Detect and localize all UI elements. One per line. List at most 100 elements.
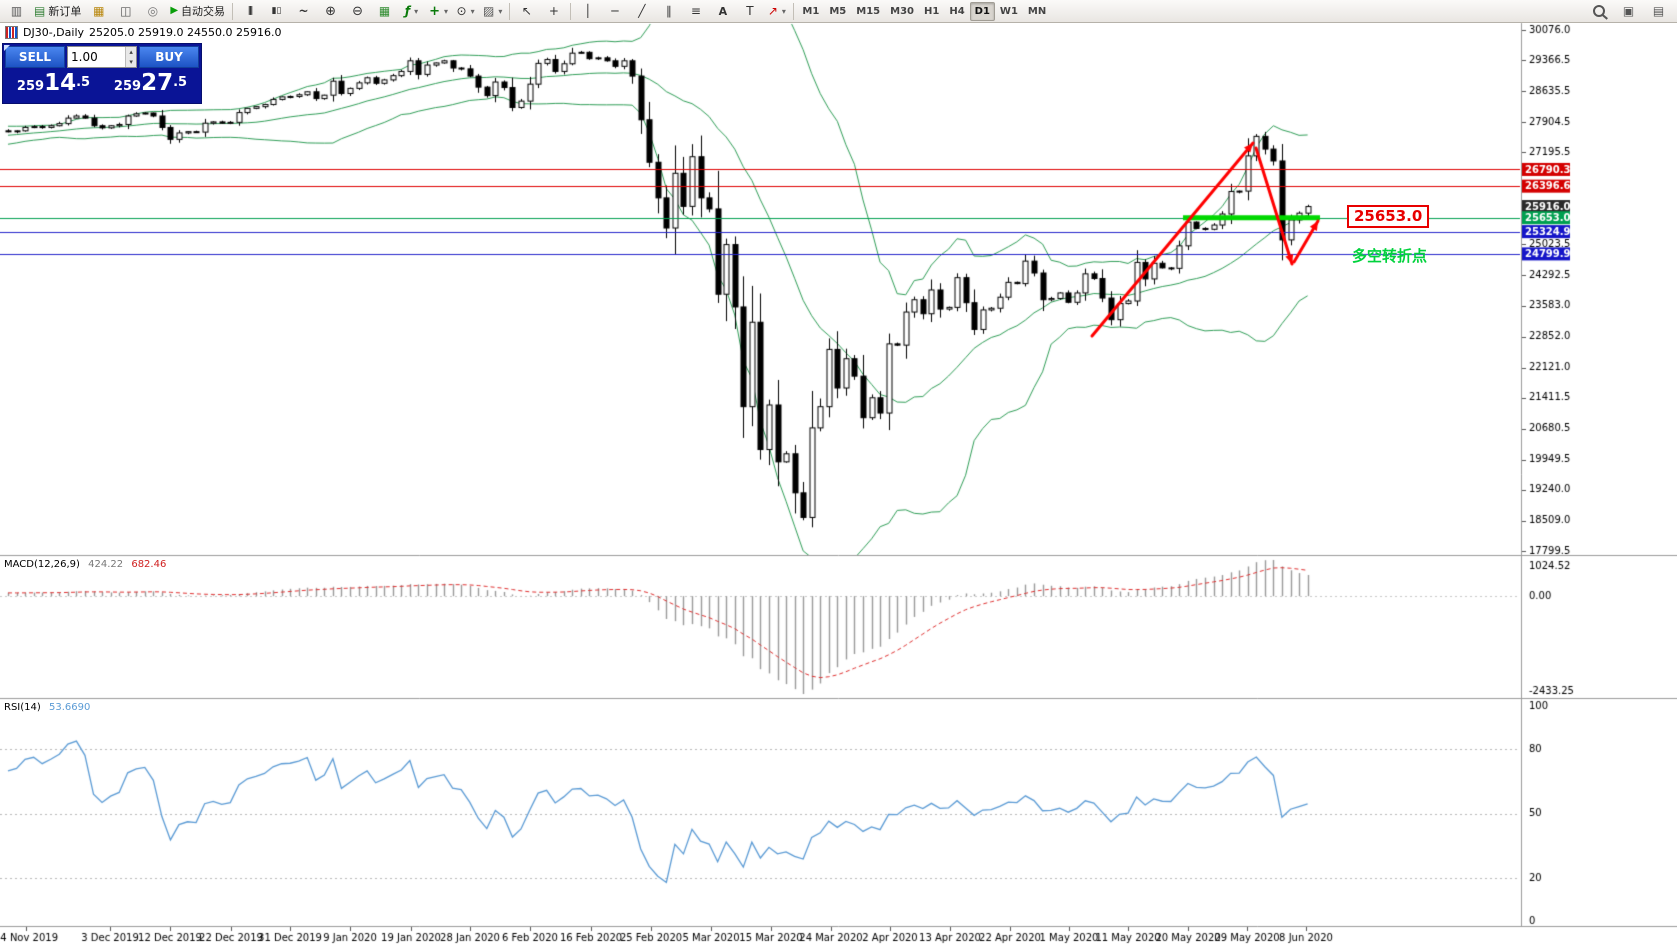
order-form-icon: ▤ (34, 4, 46, 18)
fibonacci-button[interactable]: ≡ (682, 1, 709, 22)
rsi-name: RSI(14) (4, 702, 41, 713)
timeframe-m30-button[interactable]: M30 (890, 5, 914, 17)
timeframe-d1-button[interactable]: D1 (969, 1, 995, 21)
one-click-trading-panel: SELL ▴ ▾ BUY 25914.5 25927.5 (2, 43, 202, 104)
text-icon: A (718, 4, 728, 18)
tile-small-icon: ▤ (1652, 4, 1665, 18)
line-view-button[interactable]: ~ (290, 1, 317, 22)
timeframe-h1-button[interactable]: H1 (924, 5, 940, 17)
vertical-line-button[interactable]: │ (574, 1, 601, 22)
volume-input[interactable] (68, 47, 126, 67)
profiles-button[interactable]: ◫ (112, 1, 139, 22)
tile-icon: ▦ (378, 4, 391, 18)
cascade-icon: ▣ (1622, 4, 1635, 18)
open-chart-button[interactable]: ▦ (85, 1, 112, 22)
macd-main-value: 424.22 (88, 559, 124, 570)
arrows-icon: ↗ (767, 4, 778, 18)
arrows-button[interactable]: ↗ ▾ (763, 1, 790, 22)
volume-control: ▴ ▾ (67, 46, 137, 68)
add-indicator-button[interactable]: + ▾ (425, 1, 452, 22)
trendline-icon: ╱ (638, 4, 646, 18)
templates-button[interactable]: ▨ ▾ (479, 1, 506, 22)
price-level-annotation[interactable]: 25653.0 (1347, 205, 1430, 228)
equidistant-channel-button[interactable]: ∥ (655, 1, 682, 22)
turning-point-annotation[interactable]: 多空转折点 (1352, 247, 1428, 265)
autotrading-label: 自动交易 (181, 5, 226, 18)
chart-title: DJ30-,Daily 25205.0 25919.0 24550.0 2591… (5, 26, 281, 39)
indicators-list-button[interactable]: ƒ ▾ (398, 1, 425, 22)
sell-button[interactable]: SELL (5, 46, 65, 68)
community-button[interactable]: ◎ (139, 1, 166, 22)
symbol-period-label: DJ30-,Daily (23, 26, 85, 39)
periods-button[interactable]: ⊙ ▾ (452, 1, 479, 22)
new-order-button[interactable]: ▤ 新订单 (30, 1, 85, 22)
toolbar-separator (232, 2, 234, 20)
text-label-button[interactable]: T (736, 1, 763, 22)
play-icon: ▶ (170, 5, 179, 16)
cascade-windows-button[interactable]: ▣ (1615, 1, 1642, 22)
zoom-out-icon: ⊖ (352, 3, 363, 19)
fibonacci-icon: ≡ (690, 4, 701, 18)
indicators-icon: ƒ (404, 4, 411, 18)
timeframe-m15-button[interactable]: M15 (856, 5, 881, 17)
tile-windows-button[interactable]: ▦ (371, 1, 398, 22)
horizontal-line-button[interactable]: ─ (601, 1, 628, 22)
macd-signal-value: 682.46 (131, 559, 167, 570)
buy-button[interactable]: BUY (139, 46, 199, 68)
bars-view-button[interactable]: ||| (236, 1, 263, 22)
candles-icon: ▮▯ (271, 5, 282, 16)
panel-collapse-arrow-icon[interactable] (4, 45, 10, 51)
new-chart-button[interactable]: ▥ (3, 1, 30, 22)
sell-price: 25914.5 (16, 70, 91, 96)
line-chart-icon: ~ (298, 4, 309, 18)
text-label-icon: T (746, 4, 754, 18)
timeframe-m5-button[interactable]: M5 (829, 5, 847, 17)
arrange-windows-button[interactable]: ▤ (1645, 1, 1672, 22)
add-chart-icon: + (429, 3, 440, 19)
main-toolbar: ▥ ▤ 新订单 ▦ ◫ ◎ ▶ 自动交易 ||| ▮▯ ~ ⊕ ⊖ ▦ ƒ ▾ + ▾ ⊙ ▾ ▨ ▾ ↖ + │ ─ ╱ ∥ ≡ A T ↗… (0, 0, 1677, 23)
horizontal-line-icon: ─ (611, 4, 619, 18)
toolbar-separator (570, 2, 572, 20)
autotrading-button[interactable]: ▶ 自动交易 (166, 1, 229, 22)
toolbar-separator (509, 2, 511, 20)
new-order-label: 新订单 (48, 5, 82, 18)
macd-label: MACD(12,26,9) 424.22 682.46 (4, 559, 166, 570)
rsi-label: RSI(14) 53.6690 (4, 702, 90, 713)
periods-icon: ⊙ (456, 4, 467, 18)
cursor-icon: ↖ (521, 4, 532, 18)
profiles-icon: ◫ (120, 4, 132, 18)
timeframe-w1-button[interactable]: W1 (999, 5, 1018, 17)
crosshair-icon: + (548, 4, 559, 18)
toolbar-right-group: ▣ ▤ (1585, 1, 1672, 22)
toolbar-separator (793, 2, 795, 20)
timeframe-h4-button[interactable]: H4 (949, 5, 965, 17)
zoom-in-button[interactable]: ⊕ (317, 1, 344, 22)
templates-icon: ▨ (483, 4, 495, 18)
text-button[interactable]: A (709, 1, 736, 22)
chart-icon (5, 26, 18, 39)
rsi-value: 53.6690 (48, 702, 91, 713)
chevron-down-icon: ▾ (414, 6, 419, 16)
vertical-line-icon: │ (584, 4, 592, 18)
volume-up-button[interactable]: ▴ (126, 47, 136, 57)
zoom-out-button[interactable]: ⊖ (344, 1, 371, 22)
zoom-in-icon: ⊕ (325, 3, 336, 19)
timeframe-m1-button[interactable]: M1 (802, 5, 820, 17)
channel-icon: ∥ (665, 4, 672, 18)
chevron-down-icon: ▾ (443, 6, 448, 16)
timeframe-mn-button[interactable]: MN (1027, 5, 1047, 17)
ohlc-values: 25205.0 25919.0 24550.0 25916.0 (89, 26, 282, 39)
candles-view-button[interactable]: ▮▯ (263, 1, 290, 22)
trendline-button[interactable]: ╱ (628, 1, 655, 22)
at-circle-icon: ◎ (147, 4, 159, 18)
search-button[interactable] (1585, 1, 1612, 22)
chart-plus-icon: ▦ (93, 4, 105, 18)
candle-window-icon: ▥ (10, 4, 23, 18)
bars-icon: ||| (247, 5, 254, 16)
volume-down-button[interactable]: ▾ (126, 57, 136, 67)
cursor-button[interactable]: ↖ (513, 1, 540, 22)
crosshair-button[interactable]: + (540, 1, 567, 22)
chevron-down-icon: ▾ (781, 6, 786, 16)
chevron-down-icon: ▾ (498, 6, 503, 16)
